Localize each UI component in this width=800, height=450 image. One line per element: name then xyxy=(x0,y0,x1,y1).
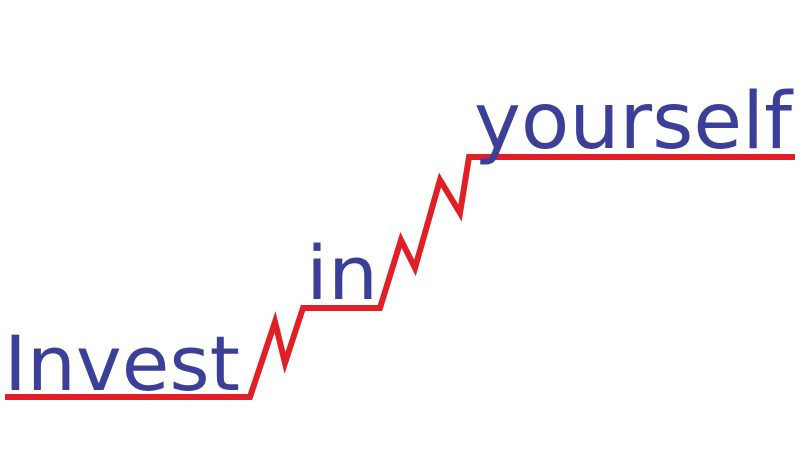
word-yourself: yourself xyxy=(474,77,794,167)
word-invest: Invest xyxy=(4,319,240,408)
rising-zigzag-line xyxy=(5,154,795,400)
word-in: in xyxy=(306,231,378,317)
